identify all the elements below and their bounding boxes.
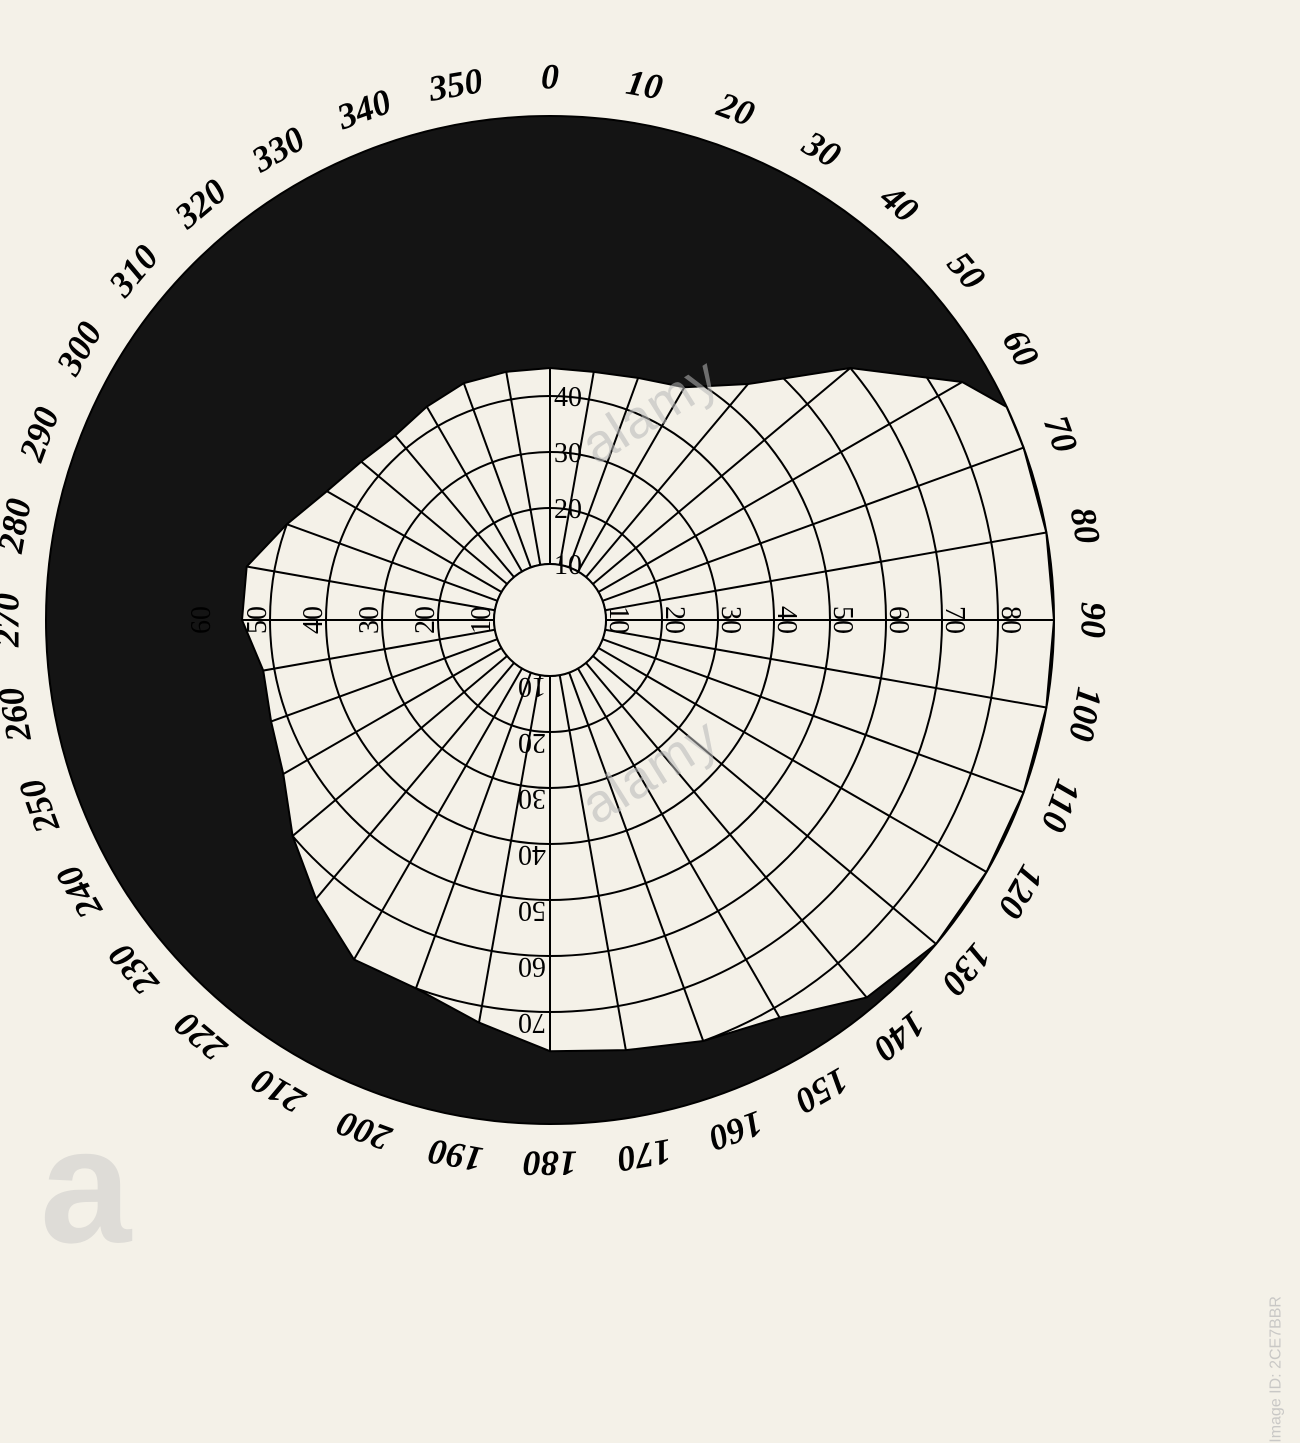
radial-label-right: 60 bbox=[883, 606, 914, 634]
radial-label-right: 70 bbox=[939, 606, 970, 634]
outer-degree-label: 270 bbox=[0, 593, 26, 648]
radial-label-left: 60 bbox=[186, 606, 217, 634]
polar-svg: 10 20 30 40 10 20 30 40 50 60 70 80 10 20 30 40 50 60 70 10… bbox=[0, 0, 1300, 1304]
radial-label-up: 10 bbox=[554, 550, 582, 581]
outer-degree-label: 10 bbox=[623, 62, 665, 108]
radial-label-right: 80 bbox=[995, 606, 1026, 634]
radial-label-down: 50 bbox=[518, 895, 546, 926]
radial-label-right: 50 bbox=[827, 606, 858, 634]
radial-label-right: 10 bbox=[603, 606, 634, 634]
radial-label-left: 30 bbox=[354, 606, 385, 634]
outer-degree-label: 90 bbox=[1074, 602, 1114, 638]
center-blank bbox=[494, 564, 606, 676]
radial-label-left: 10 bbox=[466, 606, 497, 634]
radial-label-down: 60 bbox=[518, 951, 546, 982]
outer-degree-label: 180 bbox=[523, 1144, 577, 1184]
radial-label-up: 20 bbox=[554, 494, 582, 525]
watermark-logo: a bbox=[40, 1092, 131, 1280]
perimetry-chart: 10 20 30 40 10 20 30 40 50 60 70 80 10 20 30 40 50 60 70 10… bbox=[0, 0, 1300, 1304]
outer-degree-label: 80 bbox=[1063, 504, 1109, 546]
outer-degree-label: 0 bbox=[541, 56, 559, 96]
radial-label-right: 40 bbox=[771, 606, 802, 634]
radial-label-right: 30 bbox=[715, 606, 746, 634]
radial-label-left: 40 bbox=[298, 606, 329, 634]
radial-label-down: 70 bbox=[518, 1007, 546, 1038]
radial-label-left: 20 bbox=[410, 606, 441, 634]
watermark-image-id: Image ID: 2CE7BBR bbox=[1268, 1296, 1286, 1443]
radial-label-up: 40 bbox=[554, 382, 582, 413]
radial-label-down: 30 bbox=[518, 783, 546, 814]
radial-label-up: 30 bbox=[554, 438, 582, 469]
radial-label-down: 20 bbox=[518, 727, 546, 758]
radial-label-left: 50 bbox=[242, 606, 273, 634]
radial-label-down: 10 bbox=[518, 671, 546, 702]
radial-label-down: 40 bbox=[518, 839, 546, 870]
radial-label-right: 20 bbox=[659, 606, 690, 634]
